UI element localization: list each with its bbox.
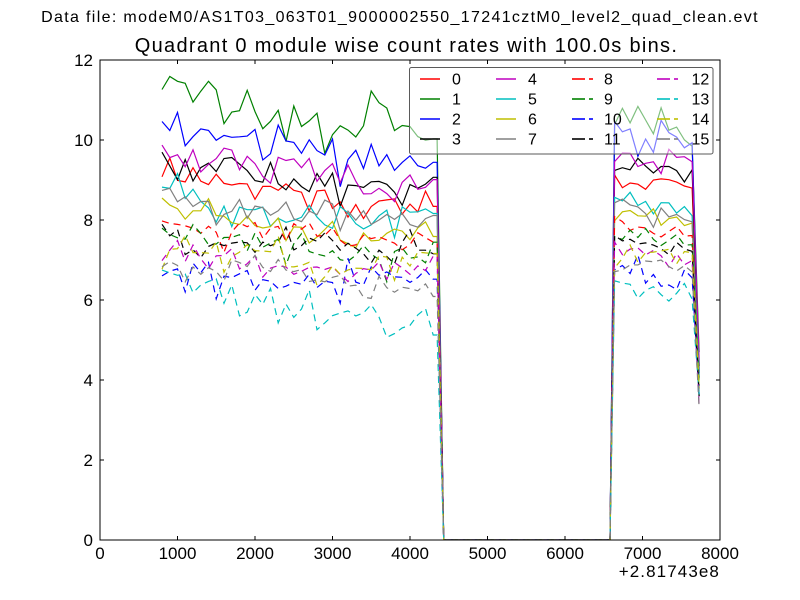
svg-text:3: 3 [452, 132, 461, 149]
svg-text:Data file: modeM0/AS1T03_063T0: Data file: modeM0/AS1T03_063T01_90000025… [41, 9, 759, 26]
svg-text:10: 10 [604, 112, 622, 129]
svg-text:8: 8 [84, 211, 93, 230]
svg-text:15: 15 [692, 132, 710, 149]
svg-text:2: 2 [452, 112, 461, 129]
svg-text:0: 0 [452, 72, 461, 89]
svg-text:0: 0 [95, 544, 104, 563]
svg-text:7000: 7000 [624, 544, 662, 563]
svg-text:5000: 5000 [469, 544, 507, 563]
svg-text:2: 2 [84, 451, 93, 470]
svg-text:4: 4 [84, 371, 93, 390]
svg-text:8: 8 [604, 72, 613, 89]
svg-text:9: 9 [604, 92, 613, 109]
svg-text:11: 11 [604, 132, 621, 149]
svg-text:8000: 8000 [701, 544, 739, 563]
svg-text:3000: 3000 [314, 544, 352, 563]
svg-text:13: 13 [692, 92, 710, 109]
svg-text:0: 0 [84, 531, 93, 550]
svg-text:7: 7 [528, 132, 537, 149]
svg-text:4000: 4000 [391, 544, 429, 563]
svg-text:10: 10 [74, 131, 93, 150]
svg-text:6: 6 [84, 291, 93, 310]
svg-text:2000: 2000 [236, 544, 274, 563]
svg-text:6: 6 [528, 112, 537, 129]
svg-text:14: 14 [692, 112, 710, 129]
svg-text:1000: 1000 [159, 544, 197, 563]
svg-text:12: 12 [692, 72, 710, 89]
svg-text:4: 4 [528, 72, 537, 89]
svg-text:+2.81743e8: +2.81743e8 [619, 562, 720, 581]
svg-text:1: 1 [452, 92, 461, 109]
svg-text:5: 5 [528, 92, 537, 109]
svg-text:12: 12 [74, 51, 93, 70]
svg-text:6000: 6000 [546, 544, 584, 563]
svg-text:Quadrant 0 module wise count r: Quadrant 0 module wise count rates with … [135, 35, 678, 57]
